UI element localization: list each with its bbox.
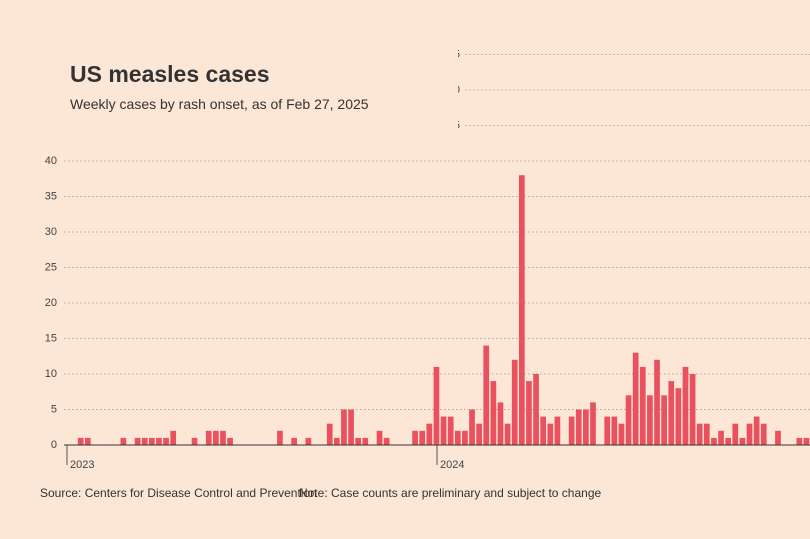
bar [419,430,426,445]
bar [341,409,347,445]
bar [540,416,547,445]
bar [376,430,383,445]
bar [220,430,226,445]
bar [583,409,589,445]
chart-title: US measles cases [70,61,270,87]
bar [213,430,219,445]
bar [483,345,490,445]
bar [426,423,433,445]
bar [191,437,198,445]
y-tick-label: 15 [45,332,57,344]
bar [305,437,312,445]
title-backdrop [0,40,458,140]
bar [454,430,461,445]
bar [654,359,660,445]
bar [355,437,362,445]
bar [753,416,760,445]
bar [134,437,141,445]
footnote: Note: Case counts are preliminary and su… [299,486,601,500]
bar [497,402,504,445]
bar [696,423,703,445]
bar [746,423,753,445]
x-tick-label: 2023 [70,459,94,471]
bar [689,374,696,445]
bar [739,437,746,445]
bar [575,409,582,445]
x-tick-label: 2024 [440,459,464,471]
bar [170,430,177,445]
y-tick-label: 30 [45,226,57,238]
bar [682,366,689,445]
y-tick-label: 5 [51,403,57,415]
bar [462,430,468,445]
bar [490,381,497,445]
bar [661,395,667,445]
bar [625,395,632,445]
bar [205,430,212,445]
bar [526,381,532,445]
bar [611,416,618,445]
bar [348,409,354,445]
bar [469,409,475,445]
y-tick-label: 0 [51,439,57,451]
bar [796,437,803,445]
bar [227,437,233,445]
bar [760,423,767,445]
bar [775,430,781,445]
source-note: Source: Centers for Disease Control and … [40,486,317,500]
y-tick-label: 25 [45,261,57,273]
bar [718,430,724,445]
bar [440,416,447,445]
bar [668,381,675,445]
bar [547,423,554,445]
bar [511,359,518,445]
bar [639,366,646,445]
bar [362,437,369,445]
bar [333,437,340,445]
bar [518,175,525,445]
bar [120,437,127,445]
bar [277,430,283,445]
bar [732,423,739,445]
bar [433,366,440,445]
bar [632,352,639,445]
bar [326,423,333,445]
bar [291,437,297,445]
chart-subtitle: Weekly cases by rash onset, as of Feb 27… [70,96,369,112]
bar [504,423,511,445]
bar [647,395,653,445]
bar [711,437,717,445]
bar [803,437,810,445]
bar [675,388,682,445]
bar [533,374,539,445]
bar [77,437,84,445]
bar [412,430,418,445]
y-tick-label: 10 [45,368,57,380]
bar [383,437,390,445]
bar [568,416,575,445]
bar [590,402,596,445]
bar [604,416,611,445]
bar [163,437,169,445]
bar [725,437,732,445]
bar [84,437,91,445]
plot-area: 051015202530354045505520232024 [45,48,810,471]
y-tick-label: 40 [45,155,57,167]
bar [148,437,155,445]
bar [703,423,710,445]
y-tick-label: 35 [45,190,57,202]
bar [476,423,482,445]
bar [618,423,625,445]
bar [141,437,148,445]
y-tick-label: 20 [45,297,57,309]
bar [554,416,561,445]
bar [156,437,162,445]
bar [447,416,454,445]
